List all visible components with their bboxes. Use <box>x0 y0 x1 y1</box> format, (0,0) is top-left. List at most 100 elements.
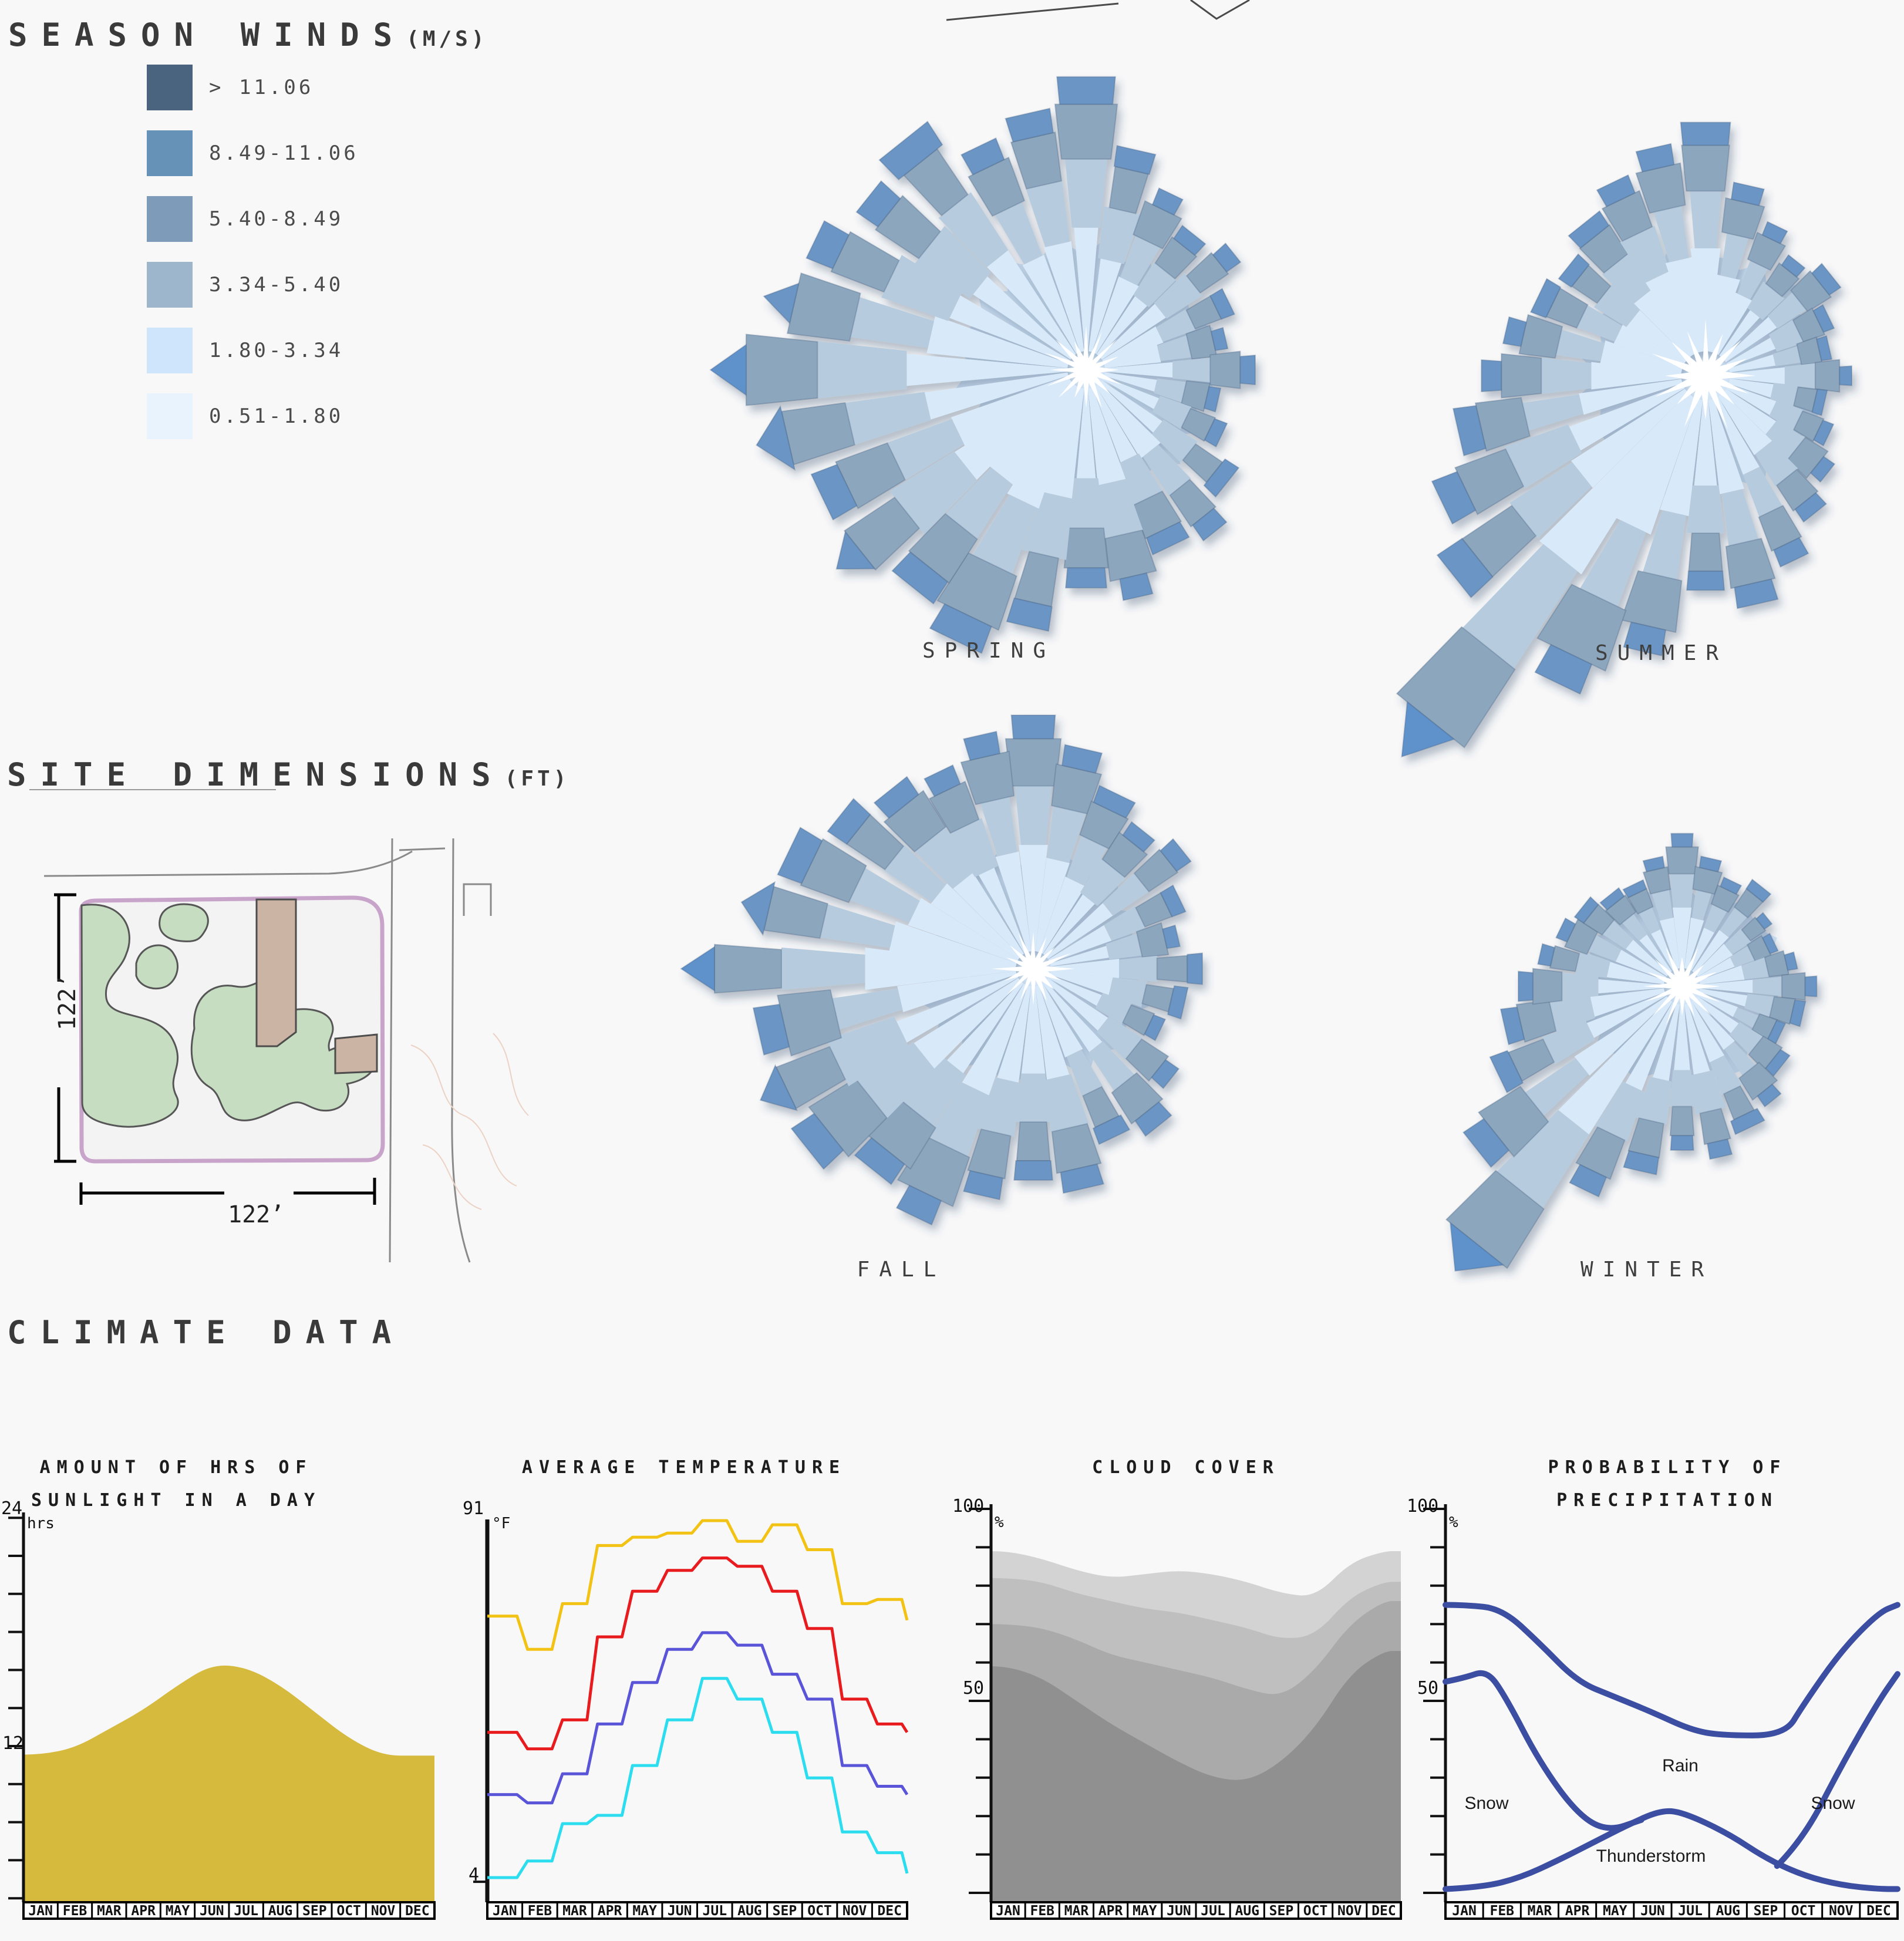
building-footprint <box>334 1033 378 1074</box>
rose-petal-segment <box>1600 340 1683 373</box>
rose-petal-segment <box>1569 1164 1608 1198</box>
rose-petal-segment <box>1016 1121 1051 1161</box>
sunlight-area <box>23 1665 434 1902</box>
rose-petal-segment <box>1723 316 1777 362</box>
rose-petal-segment <box>929 603 992 654</box>
legend-row: 1.80-3.34 <box>147 328 343 373</box>
month-cell: JUN <box>200 1903 224 1919</box>
rose-petal-segment <box>1620 225 1670 283</box>
rose-petal-segment <box>1541 357 1592 395</box>
rose-petal-segment <box>1665 846 1699 875</box>
wind-legend-title-text: SEASON WINDS <box>8 16 407 53</box>
rose-petal-segment <box>1481 359 1502 393</box>
rose-petal-segment <box>1734 578 1779 609</box>
rose-petal-segment <box>1431 471 1477 525</box>
rose-petal-segment <box>1006 597 1053 632</box>
rose-petal-segment <box>1005 738 1062 787</box>
rose-petal-segment <box>914 225 991 299</box>
rose-petal-segment <box>1549 945 1581 972</box>
legend-bin-label: 0.51-1.80 <box>209 405 344 428</box>
rose-petal-segment <box>967 1128 1012 1180</box>
rose-petal-segment <box>1026 180 1070 248</box>
rose-petal-segment <box>997 985 1032 1083</box>
month-cell: FEB <box>1489 1903 1514 1919</box>
rose-petal-segment <box>1154 236 1198 280</box>
month-cell: APR <box>1098 1903 1123 1919</box>
rose-petal-segment <box>1586 993 1667 1038</box>
rose-petal-segment <box>951 376 1070 446</box>
rose-petal-segment <box>1151 187 1184 216</box>
rose-petal-segment <box>1769 400 1804 431</box>
rose-petal-segment <box>1579 224 1629 274</box>
rose-petal-segment <box>1060 1163 1104 1194</box>
rose-petal-segment <box>1015 786 1052 845</box>
rose-petal-segment <box>786 272 861 342</box>
legend-bin-label: > 11.06 <box>209 76 314 99</box>
rose-petal-segment <box>1787 436 1829 480</box>
rose-petal-segment <box>1665 257 1703 353</box>
rose-petal-segment <box>1021 986 1046 1074</box>
rose-petal-segment <box>1743 467 1782 517</box>
precip-line-snow-late <box>1774 1671 1900 1869</box>
wind-rose-winter <box>1445 833 1818 1272</box>
rose-petal-segment <box>1697 992 1738 1017</box>
rose-petal-segment <box>1454 448 1525 515</box>
rose-petal-segment <box>1816 335 1833 362</box>
rose-petal-segment <box>1726 338 1776 368</box>
temperature-line-average-low <box>487 1631 909 1805</box>
rose-petal-segment <box>1556 329 1605 362</box>
rose-petal-segment <box>889 921 1017 967</box>
rose-petal-segment <box>1757 1083 1782 1108</box>
month-cell: AUG <box>1235 1903 1259 1919</box>
rose-petal-segment <box>1092 276 1139 354</box>
rose-petal-segment <box>926 315 1069 368</box>
rose-petal-segment <box>1598 979 1664 993</box>
rose-petal-segment <box>995 851 1032 952</box>
rose-petal-segment <box>1753 976 1782 996</box>
rose-petal-segment <box>1790 269 1832 313</box>
rose-petal-segment <box>1761 932 1779 955</box>
rose-petal-segment <box>1154 378 1187 403</box>
rose-petal-segment <box>1596 174 1636 208</box>
rose-petal-segment <box>1143 444 1191 497</box>
rose-petal-segment <box>1014 551 1060 608</box>
rose-petal-segment <box>1688 927 1714 971</box>
rose-petal-segment <box>1157 335 1192 361</box>
rose-petal-segment <box>832 988 903 1030</box>
rose-petal-segment <box>865 948 1016 990</box>
rose-petal-segment <box>1502 316 1527 347</box>
rose-petal-segment <box>1568 210 1610 249</box>
month-cell: MAR <box>97 1903 122 1919</box>
rose-petal-segment <box>1445 1170 1545 1269</box>
rose-petal-segment <box>1626 309 1689 363</box>
rose-petal-segment <box>820 904 895 948</box>
site-title-underline <box>29 789 276 790</box>
rose-petal-segment <box>1623 621 1667 656</box>
rose-petal-segment <box>1043 241 1084 352</box>
rose-petal-segment <box>850 297 934 348</box>
rose-petal-segment <box>680 945 715 992</box>
rose-petal-segment <box>1045 1074 1089 1133</box>
rose-petal-segment <box>979 867 1027 954</box>
rose-petal-segment <box>1525 1058 1589 1116</box>
rose-petal-segment <box>908 898 1019 963</box>
rose-petal-segment <box>987 250 1076 356</box>
precip-line-rain-total <box>1443 1602 1900 1738</box>
rose-petal-segment <box>1504 424 1582 489</box>
rose-petal-segment <box>1669 1070 1695 1107</box>
rose-petal-segment <box>1579 379 1683 415</box>
rose-petal-segment <box>1755 912 1773 930</box>
rose-petal-segment <box>709 343 747 396</box>
rose-petal-segment <box>1210 326 1229 351</box>
rose-petal-segment <box>1529 278 1562 319</box>
month-cell: NOV <box>371 1903 396 1919</box>
rose-petal-segment <box>740 881 776 936</box>
rose-petal-segment <box>1181 407 1216 442</box>
rose-label-winter: WINTER <box>1580 1258 1714 1282</box>
rose-petal-segment <box>1106 934 1143 960</box>
precip-region-label-snow: Snow <box>1811 1794 1855 1813</box>
chart-temperature <box>473 1519 909 1902</box>
precip-line-thunderstorm <box>1443 1808 1900 1892</box>
rose-petal-segment <box>1185 251 1229 294</box>
rose-petal-segment <box>914 978 1021 1069</box>
